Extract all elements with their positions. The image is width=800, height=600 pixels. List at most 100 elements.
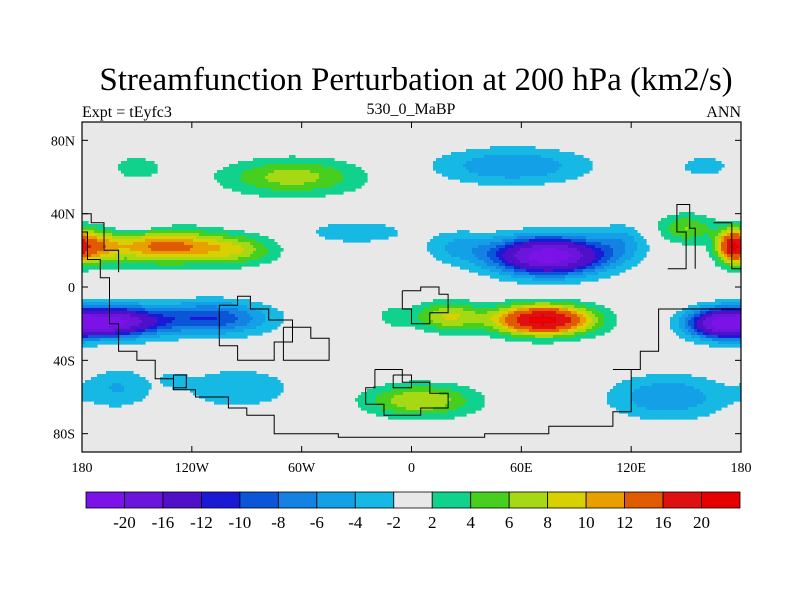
field-cell xyxy=(733,263,737,267)
field-cell xyxy=(502,269,506,273)
field-cell xyxy=(127,317,131,321)
field-cell xyxy=(691,242,695,246)
field-cell xyxy=(262,245,266,249)
field-cell xyxy=(178,245,182,249)
field-cell xyxy=(697,308,701,312)
field-cell xyxy=(616,233,620,237)
field-cell xyxy=(226,251,230,255)
field-cell xyxy=(577,158,581,162)
field-cell xyxy=(679,311,683,315)
field-cell xyxy=(607,230,611,234)
field-cell xyxy=(574,242,578,246)
field-cell xyxy=(199,245,203,249)
field-cell xyxy=(718,299,722,303)
field-cell xyxy=(532,245,536,249)
field-cell xyxy=(544,275,548,279)
field-cell xyxy=(583,272,587,276)
field-cell xyxy=(571,278,575,282)
field-cell xyxy=(499,170,503,174)
field-cell xyxy=(412,308,416,312)
field-cell xyxy=(430,248,434,252)
field-cell xyxy=(496,239,500,243)
field-cell xyxy=(169,257,173,261)
field-cell xyxy=(616,272,620,276)
field-cell xyxy=(532,149,536,153)
field-cell xyxy=(301,191,305,195)
field-cell xyxy=(124,260,128,264)
field-cell xyxy=(430,251,434,255)
field-cell xyxy=(187,254,191,258)
field-cell xyxy=(85,299,89,303)
field-cell xyxy=(535,260,539,264)
field-cell xyxy=(199,257,203,261)
field-cell xyxy=(109,302,113,306)
field-cell xyxy=(238,302,242,306)
field-cell xyxy=(562,173,566,177)
field-cell xyxy=(721,230,725,234)
field-cell xyxy=(472,233,476,237)
field-cell xyxy=(706,248,710,252)
field-cell xyxy=(490,302,494,306)
field-cell xyxy=(439,170,443,174)
field-cell xyxy=(193,239,197,243)
field-cell xyxy=(532,161,536,165)
field-cell xyxy=(322,179,326,183)
field-cell xyxy=(448,167,452,171)
field-cell xyxy=(268,308,272,312)
field-cell xyxy=(595,311,599,315)
field-cell xyxy=(595,317,599,321)
field-cell xyxy=(457,176,461,180)
field-cell xyxy=(580,314,584,318)
field-cell xyxy=(475,311,479,315)
field-cell xyxy=(196,263,200,267)
field-cell xyxy=(703,233,707,237)
field-cell xyxy=(628,266,632,270)
field-cell xyxy=(721,308,725,312)
field-cell xyxy=(472,242,476,246)
field-cell xyxy=(436,161,440,165)
field-cell xyxy=(301,194,305,198)
field-cell xyxy=(316,185,320,189)
field-cell xyxy=(283,176,287,180)
field-cell xyxy=(616,260,620,264)
field-cell xyxy=(529,146,533,150)
field-cell xyxy=(625,257,629,261)
field-cell xyxy=(232,179,236,183)
field-cell xyxy=(541,266,545,270)
field-cell xyxy=(286,158,290,162)
field-cell xyxy=(592,314,596,318)
field-cell xyxy=(223,299,227,303)
field-cell xyxy=(268,323,272,327)
field-cell xyxy=(157,233,161,237)
field-cell xyxy=(175,320,179,324)
field-cell xyxy=(484,164,488,168)
field-cell xyxy=(511,302,515,306)
field-cell xyxy=(685,227,689,231)
field-cell xyxy=(265,179,269,183)
field-cell xyxy=(157,239,161,243)
field-cell xyxy=(508,251,512,255)
field-cell xyxy=(721,314,725,318)
field-cell xyxy=(448,161,452,165)
field-cell xyxy=(703,221,707,225)
field-cell xyxy=(679,236,683,240)
field-cell xyxy=(574,275,578,279)
field-cell xyxy=(508,248,512,252)
field-cell xyxy=(709,170,713,174)
field-cell xyxy=(724,230,728,234)
field-cell xyxy=(484,173,488,177)
field-cell xyxy=(697,233,701,237)
field-cell xyxy=(604,272,608,276)
field-cell xyxy=(502,320,506,324)
field-cell xyxy=(532,146,536,150)
field-cell xyxy=(361,227,365,231)
field-cell xyxy=(475,269,479,273)
field-cell xyxy=(322,161,326,165)
field-cell xyxy=(193,308,197,312)
field-cell xyxy=(196,260,200,264)
field-cell xyxy=(628,248,632,252)
field-cell xyxy=(616,266,620,270)
field-cell xyxy=(217,254,221,258)
field-cell xyxy=(451,302,455,306)
field-cell xyxy=(250,179,254,183)
